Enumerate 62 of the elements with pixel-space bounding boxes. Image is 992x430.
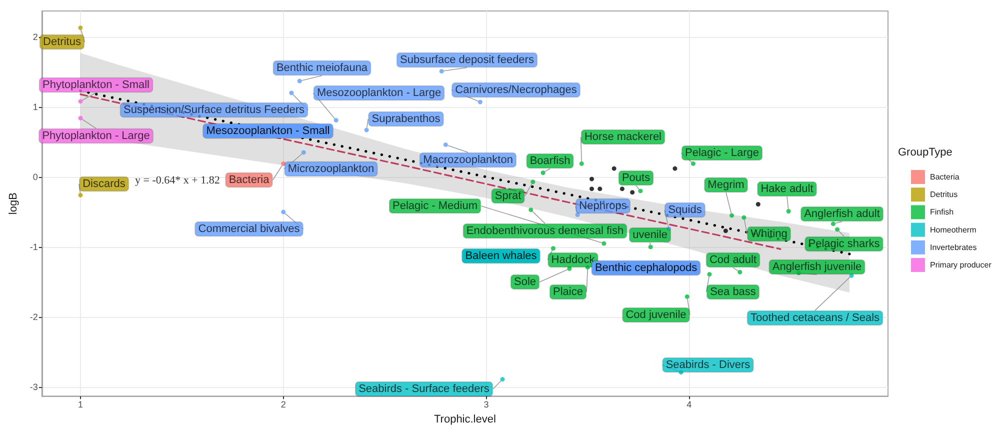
text: Mesozooplankton - Small: [206, 125, 330, 137]
data-label: Anglerfish adult: [804, 208, 880, 220]
x-tick-label: 4: [686, 400, 692, 410]
y-tick-label: 2: [32, 32, 38, 42]
data-label: Benthic meiofauna: [276, 62, 368, 74]
data-label: Megrim: [708, 179, 744, 191]
data-label: Endobenthivorous demersal fish: [466, 225, 624, 237]
data-label: Seabirds - Divers: [666, 359, 751, 371]
y-tick-label: -1: [30, 242, 38, 252]
data-label: Haddock: [551, 254, 596, 266]
data-label: Bacteria: [228, 174, 270, 186]
legend-label: Primary producer: [930, 260, 992, 270]
text: Baleen whales: [465, 250, 537, 262]
data-label: Hake adult: [760, 183, 814, 195]
data-label: Boarfish: [530, 155, 570, 167]
data-label: Commercial bivalves: [198, 223, 300, 235]
data-label: Suprabenthos: [372, 113, 441, 125]
data-label: Subsurface deposit feeders: [400, 54, 534, 66]
legend-label: Detritus: [930, 190, 958, 200]
legend-label: Finfish: [930, 208, 954, 217]
data-label: Sea bass: [710, 286, 756, 298]
data-label: Pelagic - Large: [685, 147, 759, 159]
data-label: Pelagic sharks: [808, 238, 880, 250]
data-label: Macrozooplankton: [423, 154, 513, 166]
data-label: Phytoplankton - Large: [42, 130, 150, 142]
data-label: Mesozooplankton - Large: [316, 87, 442, 99]
x-tick-label: 2: [280, 400, 286, 410]
legend-label: Invertebrates: [930, 242, 977, 252]
data-label: uvenile: [632, 229, 668, 241]
legend-label: Bacteria: [930, 172, 960, 182]
data-label: Anglerfish juvenile: [772, 261, 862, 273]
x-axis-title: Trophic.level: [434, 414, 496, 426]
x-tick-label: 1: [78, 400, 83, 410]
annotation: y = -0.64* x + 1.82: [135, 174, 220, 186]
data-label: Pelagic - Medium: [392, 200, 478, 212]
y-tick-label: 0: [32, 172, 38, 182]
legend-label: Homeotherm: [930, 225, 977, 234]
data-label: Nephrops: [579, 200, 628, 212]
data-label: Sole: [514, 276, 536, 288]
y-tick-label: -3: [30, 382, 38, 392]
data-label: Cod juvenile: [626, 309, 686, 321]
data-label: Carnivores/Necrophages: [455, 84, 578, 96]
data-label: Seabirds - Surface feeders: [358, 383, 490, 395]
y-tick-label: 1: [32, 102, 38, 112]
data-label: Cod adult: [709, 254, 757, 266]
data-label: Toothed cetaceans / Seals: [750, 312, 880, 324]
data-label: Detritus: [43, 36, 82, 48]
data-label: Whiting: [750, 228, 788, 240]
data-label: Squids: [668, 204, 702, 216]
y-tick-label: -2: [30, 312, 38, 322]
y-axis-title: logB: [8, 192, 20, 215]
data-label: Phytoplankton - Small: [42, 79, 150, 91]
text: Benthic cephalopods: [594, 262, 698, 274]
data-label: Discards: [82, 178, 126, 190]
x-tick-label: 3: [484, 400, 489, 410]
legend-title: GroupType: [898, 146, 952, 158]
data-label: Plaice: [553, 286, 583, 298]
data-label: Microzooplankton: [288, 163, 374, 175]
data-label: Horse mackerel: [584, 131, 662, 143]
data-label: Suspension/Surface detritus Feeders: [124, 104, 305, 116]
data-label: Sprat: [494, 190, 522, 202]
data-label: Pouts: [622, 172, 651, 184]
